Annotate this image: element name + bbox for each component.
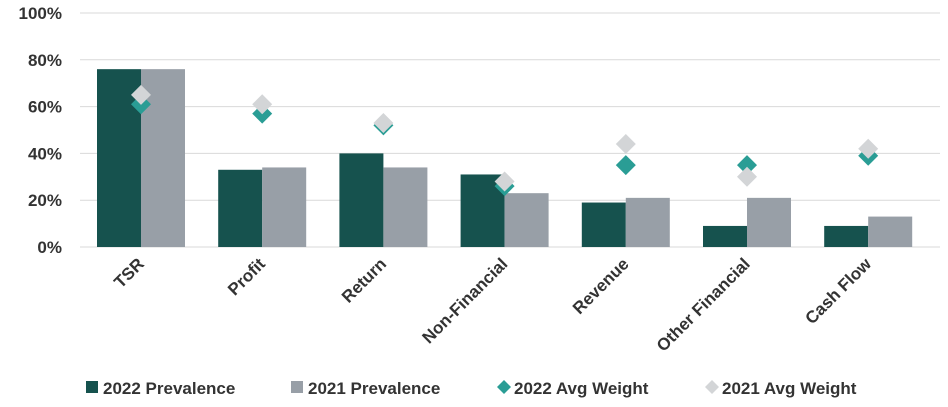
y-tick-label: 60% (28, 98, 62, 117)
bar-2021-prevalence (747, 197, 791, 247)
bar-2021-prevalence (262, 167, 307, 247)
legend-label: 2021 Prevalence (308, 379, 440, 398)
marker-2021-avg-weight (131, 84, 151, 105)
bars (97, 69, 913, 247)
marker-2021-avg-weight (737, 166, 757, 187)
x-axis-labels: TSR Profit Return Non-Financial Revenue Other… (110, 254, 875, 355)
marker-2021-avg-weight (373, 112, 394, 133)
legend-swatch (497, 380, 511, 394)
legend-swatch (86, 381, 98, 393)
legend-label: 2022 Prevalence (103, 379, 235, 398)
x-tick-label: Revenue (569, 254, 633, 318)
bar-2022-prevalence (581, 202, 626, 247)
x-tick-label: TSR (110, 254, 147, 291)
y-tick-label: 80% (28, 51, 62, 70)
legend: 2022 Prevalence 2021 Prevalence 2022 Avg W… (86, 379, 857, 398)
bar-2022-prevalence (703, 225, 747, 247)
bar-2021-prevalence (504, 193, 549, 247)
y-tick-label: 0% (37, 238, 62, 257)
legend-label: 2021 Avg Weight (722, 379, 857, 398)
y-tick-label: 100% (19, 4, 62, 23)
y-tick-label: 40% (28, 144, 62, 163)
legend-swatch (291, 381, 303, 393)
bar-2022-prevalence (339, 153, 384, 247)
bar-2021-prevalence (868, 216, 913, 247)
marker-2021-avg-weight (858, 138, 879, 159)
bar-2022-prevalence (824, 225, 869, 247)
marker-2021-avg-weight (615, 134, 636, 155)
legend-swatch (705, 380, 719, 394)
x-tick-label: Non-Financial (419, 254, 512, 347)
marker-2022-avg-weight (737, 155, 757, 176)
x-tick-label: Profit (224, 254, 269, 299)
marker-2022-avg-weight (615, 155, 636, 176)
bar-2022-prevalence (97, 69, 141, 247)
bar-2022-prevalence (218, 169, 263, 247)
marker-2021-avg-weight (494, 171, 515, 192)
bar-2021-prevalence (141, 69, 185, 247)
x-tick-label: Cash Flow (801, 254, 875, 328)
y-tick-label: 20% (28, 191, 62, 210)
markers (131, 84, 879, 197)
marker-2021-avg-weight (252, 94, 273, 115)
x-tick-label: Return (338, 254, 390, 306)
y-axis-ticks: 0% 20% 40% 60% 80% 100% (19, 4, 62, 257)
legend-label: 2022 Avg Weight (514, 379, 649, 398)
bar-2021-prevalence (625, 197, 670, 247)
x-tick-label: Other Financial (653, 254, 754, 355)
bar-2021-prevalence (383, 167, 428, 247)
